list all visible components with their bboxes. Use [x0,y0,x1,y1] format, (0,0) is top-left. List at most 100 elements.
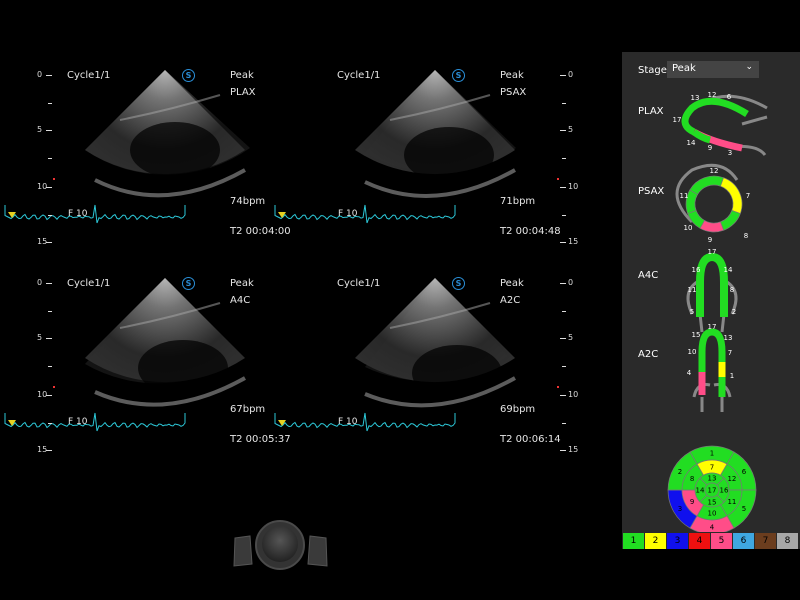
depth-tick [562,103,566,104]
score-legend-item[interactable]: 4 [689,533,710,549]
a2c-segments[interactable] [698,328,726,372]
bullseye-label: 12 [727,475,736,483]
s-icon[interactable]: S [452,277,465,290]
stage-text: Peak [230,70,254,81]
depth-tick [46,242,52,243]
stage-dropdown[interactable]: Peak ⌄ [667,61,759,78]
psax-segment-8[interactable] [720,210,741,231]
bullseye-label: 11 [727,498,736,506]
score-label: 5 [718,536,725,546]
score-legend-item[interactable]: 3 [667,533,688,549]
segment-label: 17 [708,323,717,331]
plax-segment-14[interactable] [691,129,711,144]
segment-label: 16 [692,266,701,274]
depth-tick [560,242,566,243]
depth-tick [560,338,566,339]
segment-label: 8 [744,232,748,240]
score-label: 7 [762,536,769,546]
view-text: PLAX [230,87,256,98]
ultrasound-image[interactable] [270,0,570,260]
depth-tick [48,103,52,104]
depth-label: 5 [568,125,574,134]
depth-label: 5 [37,125,43,134]
depth-label: 10 [37,390,48,399]
depth-tick [46,187,52,188]
frame-label: F 10 [338,209,358,219]
right-button[interactable] [307,535,328,567]
bullseye-segment-17[interactable] [704,482,720,498]
depth-tick [562,311,566,312]
depth-tick [46,395,52,396]
segment-label: 3 [728,149,732,157]
ultrasound-image[interactable] [0,0,300,260]
segment-label: 13 [691,94,700,102]
segment-label: 11 [680,192,689,200]
score-label: 8 [784,536,791,546]
segment-label: 4 [687,369,692,377]
frame-marker-icon [278,212,286,218]
bullseye-label: 2 [678,468,682,476]
frame-label: F 10 [68,417,88,427]
ecg-trace [274,412,456,432]
score-legend-item[interactable]: 1 [623,533,644,549]
depth-label: 10 [568,390,579,399]
cycle-label: Cycle1/1 [337,70,381,81]
s-icon[interactable]: S [182,69,195,82]
ultrasound-image[interactable] [0,208,300,468]
segment-label: 17 [708,248,717,256]
trackball[interactable] [262,526,298,562]
view-label-a4c: A4C [638,270,659,281]
score-legend-item[interactable]: 8 [777,533,798,549]
depth-tick [560,187,566,188]
plax-anterior-segments[interactable] [681,97,749,136]
stage-label: Stage [638,65,667,76]
score-legend-item[interactable]: 2 [645,533,666,549]
bullseye-label: 17 [708,487,717,495]
heart-rate: 67bpm [230,404,266,415]
score-legend-item[interactable]: 7 [755,533,776,549]
heart-rate: 71bpm [500,196,536,207]
stage-text: Peak [500,278,524,289]
segment-label: 2 [732,308,736,316]
focus-marker [557,386,559,388]
chevron-down-icon: ⌄ [745,62,753,72]
frame-label: F 10 [338,417,358,427]
frame-marker-icon [8,212,16,218]
psax-segment-7[interactable] [720,177,743,215]
focus-marker [53,386,55,388]
segment-label: 12 [708,91,717,99]
stage-text: Peak [500,70,524,81]
score-legend-item[interactable]: 6 [733,533,754,549]
ultrasound-image[interactable] [270,208,570,468]
depth-tick [48,215,52,216]
trackball-controller[interactable] [230,520,330,580]
bullseye-label: 1 [710,450,714,458]
bullseye-label: 15 [708,499,717,507]
depth-label: 15 [568,237,579,246]
left-button[interactable] [233,535,253,567]
score-label: 4 [696,536,703,546]
depth-tick [46,130,52,131]
heart-rate: 69bpm [500,404,536,415]
bullseye-label: 10 [708,510,717,518]
depth-label: 0 [568,70,574,79]
depth-tick [48,423,52,424]
focus-marker [557,178,559,180]
score-label: 6 [740,536,747,546]
psax-rv-outline [675,163,739,224]
bullseye-label: 7 [710,464,714,472]
segment-label: 11 [688,286,697,294]
frame-label: F 10 [68,209,88,219]
depth-label: 15 [37,445,48,454]
psax-segment-12[interactable] [689,175,725,195]
depth-label: 15 [568,445,579,454]
segment-label: 5 [690,308,694,316]
s-icon[interactable]: S [182,277,195,290]
psax-segment-11[interactable] [685,189,699,215]
depth-tick [46,450,52,451]
depth-tick [48,366,52,367]
score-legend-item[interactable]: 5 [711,533,732,549]
a4c-segments[interactable] [696,252,728,317]
s-icon[interactable]: S [452,69,465,82]
